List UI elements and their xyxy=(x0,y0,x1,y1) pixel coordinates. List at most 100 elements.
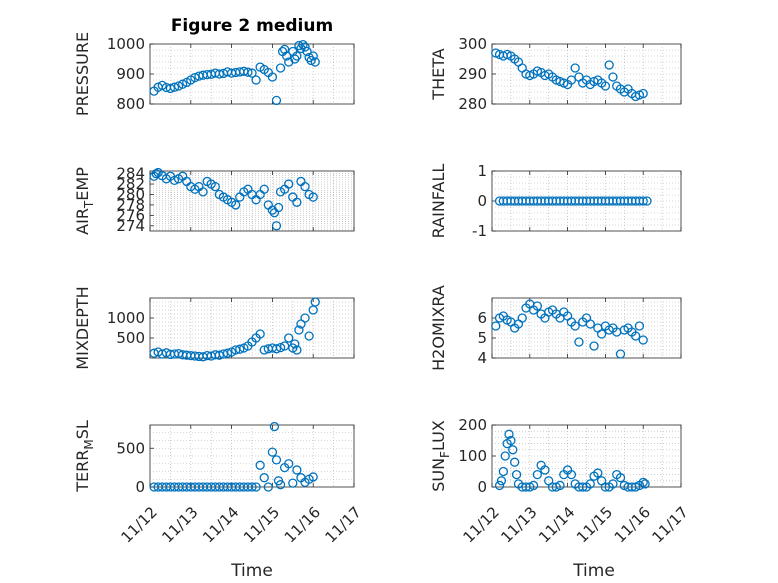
data-point xyxy=(615,349,626,359)
y-tick-label: 280 xyxy=(458,95,487,113)
subplot-6: 4 5 6 H2OMIXRA xyxy=(429,285,682,371)
data-point xyxy=(570,63,580,73)
data-point xyxy=(247,68,257,78)
y-tick-label: 284 xyxy=(116,165,145,183)
data-point xyxy=(308,472,318,482)
data-point xyxy=(640,479,650,489)
y-tick-label: 290 xyxy=(458,65,487,83)
data-point xyxy=(275,63,286,73)
data-point xyxy=(585,319,595,329)
data-point xyxy=(600,81,611,91)
x-tick-label: 11/13 xyxy=(497,503,540,546)
x-tick-label: 11/15 xyxy=(240,503,283,546)
y-tick-label: 200 xyxy=(458,416,487,434)
y-tick-label: 0 xyxy=(135,478,145,496)
x-axis-label-right: Time xyxy=(572,561,615,581)
y-axis-label: TERRMSL xyxy=(73,420,96,493)
y-tick-label: -1 xyxy=(472,222,487,240)
y-axis-label: RAINFALL xyxy=(429,164,448,239)
data-point xyxy=(310,297,320,307)
data-point xyxy=(578,482,588,492)
y-tick-label: 278 xyxy=(116,196,145,214)
data-point xyxy=(271,95,282,106)
y-tick-label: 800 xyxy=(116,95,145,113)
data-point xyxy=(596,329,607,339)
data-point xyxy=(169,82,180,92)
data-point xyxy=(304,331,314,341)
y-tick-label: 4 xyxy=(477,349,487,367)
x-tick-label: 11/13 xyxy=(158,503,201,546)
y-axis-label: AIRTEMP xyxy=(73,167,96,235)
data-point xyxy=(638,196,648,206)
x-tick-label: 11/14 xyxy=(199,503,242,546)
data-point xyxy=(638,88,648,99)
data-point xyxy=(284,333,294,343)
x-tick-label: 11/12 xyxy=(118,503,161,546)
data-point xyxy=(528,480,539,491)
data-point xyxy=(198,187,208,197)
data-point xyxy=(511,469,522,480)
y-tick-label: 0 xyxy=(477,192,487,210)
data-point xyxy=(504,429,514,439)
data-point xyxy=(210,182,220,192)
data-point xyxy=(267,72,278,82)
y-tick-label: 500 xyxy=(116,439,145,457)
y-tick-label: 100 xyxy=(458,447,487,465)
data-point xyxy=(275,342,286,353)
data-point xyxy=(517,313,527,323)
data-point xyxy=(259,184,269,194)
data-point xyxy=(273,202,284,213)
y-tick-label: 1000 xyxy=(107,35,145,53)
data-point xyxy=(255,460,265,470)
subplot-5: 500 1000 MIXDEPTH xyxy=(73,286,355,370)
y-tick-label: 5 xyxy=(477,329,487,347)
y-tick-label: 300 xyxy=(458,35,487,53)
data-point xyxy=(275,480,286,490)
y-tick-label: 282 xyxy=(116,175,145,193)
data-point xyxy=(259,473,269,483)
y-tick-label: 0 xyxy=(477,478,487,496)
x-tick-label: 11/16 xyxy=(281,503,324,546)
y-axis-label: H2OMIXRA xyxy=(429,285,448,371)
subplot-1: 800 900 1000 PRESSURE xyxy=(73,32,355,116)
data-point xyxy=(251,482,261,492)
figure-title: Figure 2 medium xyxy=(171,16,333,36)
data-point xyxy=(267,447,278,457)
data-point xyxy=(566,75,577,85)
data-point xyxy=(271,455,282,465)
y-tick-label: 900 xyxy=(116,65,145,83)
data-point xyxy=(190,72,200,83)
data-point xyxy=(294,325,304,335)
data-point xyxy=(532,301,543,311)
data-point xyxy=(251,75,261,85)
data-point xyxy=(638,477,648,488)
data-point xyxy=(271,344,282,354)
data-point xyxy=(498,466,508,477)
data-point xyxy=(604,60,614,70)
data-point xyxy=(235,344,245,354)
data-point xyxy=(555,480,565,491)
data-point xyxy=(306,55,316,66)
data-point xyxy=(634,321,645,331)
y-axis-label: PRESSURE xyxy=(73,32,92,116)
data-point xyxy=(589,341,599,351)
data-point xyxy=(642,196,652,206)
subplot-4: -1 0 1 RAINFALL xyxy=(429,162,682,240)
data-point xyxy=(267,205,278,215)
data-point xyxy=(300,313,310,323)
y-tick-label: 280 xyxy=(116,185,145,203)
data-point xyxy=(585,479,595,489)
data-point xyxy=(532,469,543,480)
data-point xyxy=(243,67,253,77)
data-point xyxy=(292,465,302,475)
data-point xyxy=(284,459,294,469)
data-point xyxy=(231,200,241,210)
data-point xyxy=(308,192,318,202)
data-point xyxy=(282,51,292,61)
data-point xyxy=(271,221,282,231)
data-point xyxy=(269,421,280,432)
x-tick-label: 11/17 xyxy=(322,503,365,546)
